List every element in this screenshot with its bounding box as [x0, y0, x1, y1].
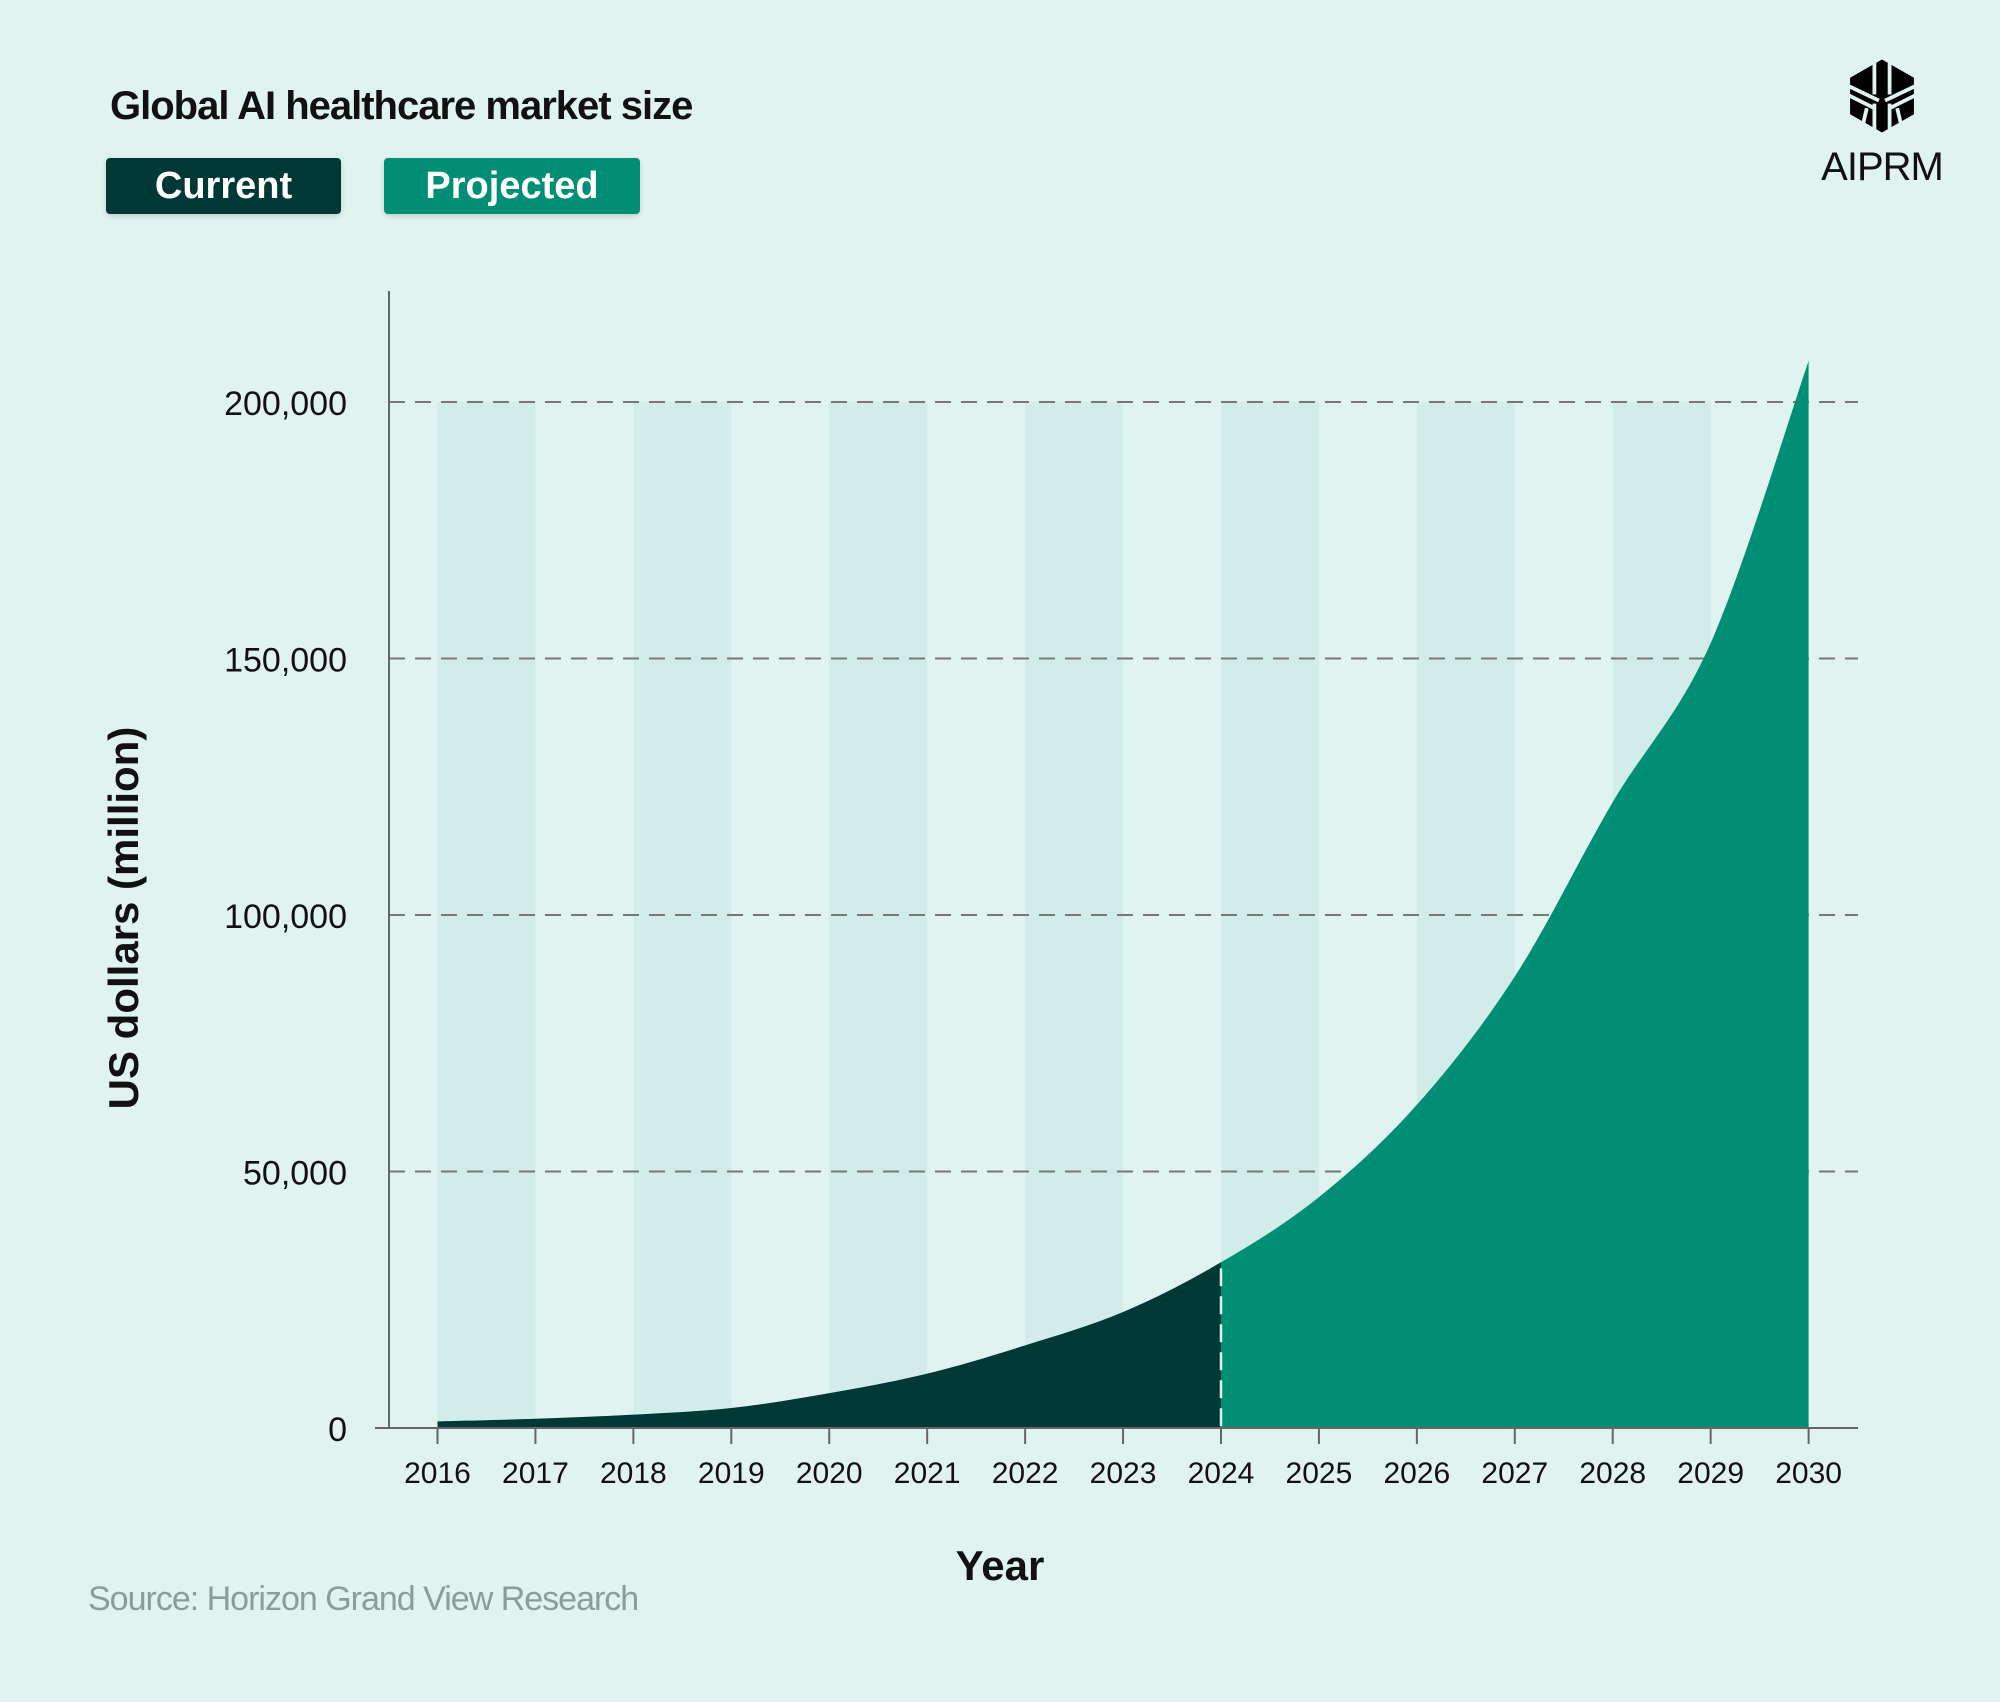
legend-projected: Projected: [384, 158, 640, 214]
x-tick-label: 2018: [600, 1457, 667, 1490]
x-axis-label: Year: [956, 1542, 1045, 1589]
y-tick-label: 150,000: [224, 642, 347, 680]
x-tick-label: 2016: [404, 1457, 471, 1490]
x-tick-label: 2029: [1677, 1457, 1744, 1490]
y-axis-label: US dollars (million): [100, 727, 147, 1110]
x-tick-label: 2021: [894, 1457, 961, 1490]
y-tick-label: 50,000: [243, 1155, 347, 1193]
x-tick-label: 2027: [1481, 1457, 1548, 1490]
x-tick-label: 2022: [992, 1457, 1059, 1490]
x-tick-label: 2026: [1383, 1457, 1450, 1490]
chart-title: Global AI healthcare market size: [110, 84, 693, 128]
x-tick-label: 2023: [1090, 1457, 1157, 1490]
legend-current: Current: [106, 158, 341, 214]
y-tick-label: 0: [328, 1411, 347, 1449]
x-tick-label: 2025: [1286, 1457, 1353, 1490]
aiprm-logo: AIPRM: [1812, 58, 1952, 190]
x-tick-label: 2028: [1579, 1457, 1646, 1490]
projected-area: [1220, 360, 1809, 1429]
aiprm-logo-icon: [1843, 58, 1921, 135]
source-note: Source: Horizon Grand View Research: [88, 1580, 639, 1618]
x-tick-label: 2020: [796, 1457, 863, 1490]
y-tick-label: 200,000: [224, 385, 347, 423]
logo-text: AIPRM: [1821, 145, 1944, 189]
y-tick-label: 100,000: [224, 898, 347, 936]
x-tick-label: 2024: [1188, 1457, 1255, 1490]
x-tick-label: 2019: [698, 1457, 765, 1490]
x-tick-label: 2017: [502, 1457, 569, 1490]
x-tick-label: 2030: [1775, 1457, 1842, 1490]
current-area: [437, 1262, 1221, 1428]
